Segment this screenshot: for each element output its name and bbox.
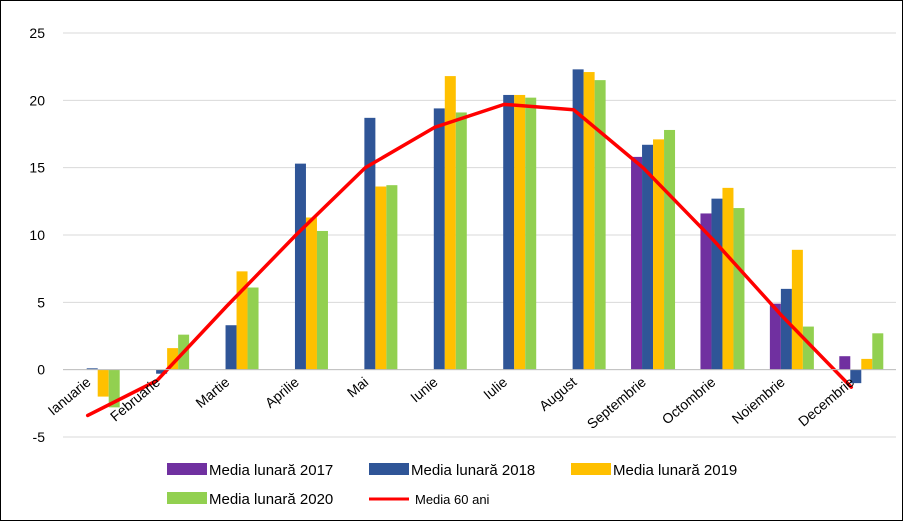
bar	[861, 359, 872, 370]
bar	[525, 98, 536, 370]
bar	[386, 185, 397, 369]
y-tick-label: 10	[29, 227, 45, 243]
legend: Media lunară 2017 Media lunară 2018 Media …	[167, 462, 737, 508]
bar	[375, 187, 386, 370]
y-tick-label: 0	[37, 362, 45, 378]
legend-item: Media lunară 2019	[571, 462, 737, 479]
legend-swatch	[369, 463, 409, 475]
bar	[722, 188, 733, 370]
bar	[872, 333, 883, 369]
bar	[306, 217, 317, 369]
legend-swatch	[571, 463, 611, 475]
bar	[434, 108, 445, 369]
bar	[98, 370, 109, 397]
legend-label: Media lunară 2017	[209, 462, 333, 479]
legend-swatch	[167, 492, 207, 504]
x-tick-label: Mai	[344, 374, 372, 401]
legend-label: Media lunară 2019	[613, 462, 737, 479]
bar	[248, 288, 259, 370]
y-tick-label: 15	[29, 160, 45, 176]
bar	[514, 95, 525, 370]
x-tick-label: Martie	[192, 374, 232, 411]
y-tick-label: 25	[29, 25, 45, 41]
x-tick-label: Ianuarie	[45, 374, 94, 419]
y-tick-label: -5	[33, 429, 46, 445]
legend-item: Media lunară 2017	[167, 462, 333, 479]
bar-layer	[87, 69, 884, 407]
y-tick-label: 20	[29, 92, 45, 108]
bar	[839, 356, 850, 369]
x-tick-label: Aprilie	[262, 374, 302, 411]
legend-swatch	[167, 463, 207, 475]
bar	[631, 157, 642, 370]
legend-label: Media lunară 2018	[411, 462, 535, 479]
bar	[711, 199, 722, 370]
bar	[226, 325, 237, 369]
x-tick-label: Iulie	[480, 374, 510, 403]
bar	[364, 118, 375, 370]
legend-item: Media lunară 2020	[167, 491, 333, 508]
bar	[584, 72, 595, 370]
bar	[456, 112, 467, 369]
bar	[317, 231, 328, 370]
bar	[664, 130, 675, 370]
bar	[781, 289, 792, 370]
bar	[503, 95, 514, 370]
legend-item: Media lunară 2018	[369, 462, 535, 479]
x-tick-label: Octombrie	[659, 374, 719, 428]
y-tick-label: 5	[37, 294, 45, 310]
x-tick-label: Noiembrie	[729, 374, 788, 427]
legend-label: Media lunară 2020	[209, 491, 333, 508]
legend-label: Media 60 ani	[415, 492, 490, 507]
x-tick-label: Iunie	[407, 374, 441, 406]
bar	[792, 250, 803, 370]
bar	[295, 164, 306, 370]
x-tick-label: Decembrie	[795, 374, 857, 430]
grid-layer	[63, 33, 896, 437]
x-tick-label: August	[536, 374, 580, 414]
x-tick-label: Septembrie	[584, 374, 649, 432]
bar	[733, 208, 744, 370]
bar	[653, 139, 664, 369]
legend-item: Media 60 ani	[369, 492, 490, 507]
bar	[595, 80, 606, 370]
